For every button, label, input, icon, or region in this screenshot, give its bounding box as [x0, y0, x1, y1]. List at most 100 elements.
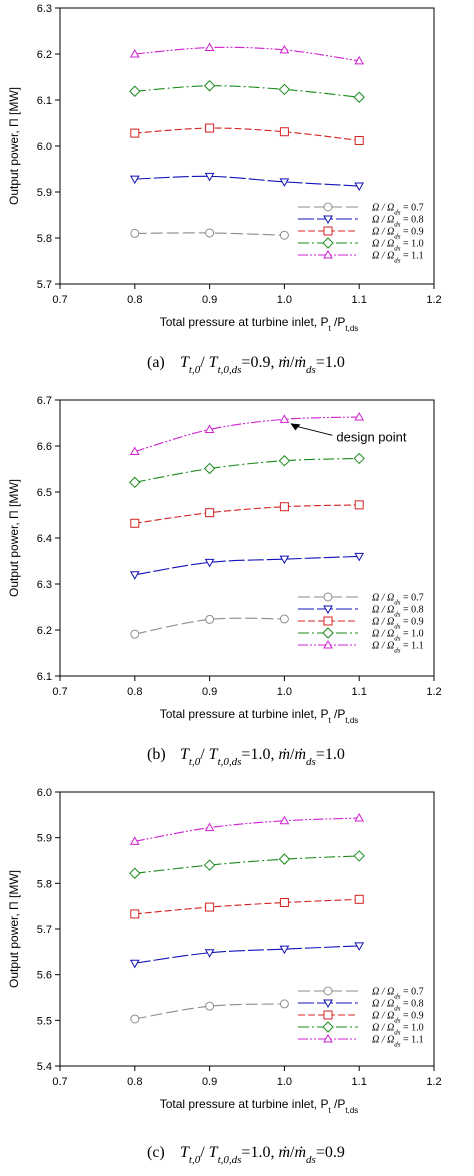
y-tick-label: 5.6	[37, 970, 52, 982]
y-tick-label: 6.6	[37, 441, 52, 453]
series-4	[129, 80, 365, 103]
x-tick-label: 1.1	[352, 686, 367, 698]
data-point	[205, 1001, 215, 1011]
data-point	[130, 1014, 140, 1024]
series-line	[134, 457, 360, 483]
caption-expression: Tt,0/ Tt,0,ds=0.9, ṁ/ṁds=1.0	[180, 354, 345, 376]
legend-marker	[323, 605, 333, 615]
series-line	[134, 855, 360, 874]
legend: Ω / Ωds = 0.7Ω / Ωds = 0.8Ω / Ωds = 0.9Ω…	[298, 592, 424, 655]
caption: (b) Tt,0/ Tt,0,ds=1.0, ṁ/ṁds=1.0	[147, 746, 345, 768]
y-tick-label: 5.7	[37, 279, 52, 291]
legend-marker	[323, 226, 333, 236]
data-point	[203, 462, 216, 475]
series-3	[130, 123, 364, 145]
legend-entry: Ω / Ωds = 1.0	[298, 627, 424, 643]
legend-marker	[323, 202, 333, 212]
data-point	[203, 80, 216, 92]
data-point	[278, 83, 291, 96]
series-4	[129, 850, 365, 879]
x-tick-label: 1.2	[426, 294, 441, 306]
x-tick-label: 0.9	[202, 686, 217, 698]
data-point	[279, 999, 289, 1009]
data-point	[130, 128, 140, 138]
data-point	[129, 476, 141, 489]
y-tick-label: 5.8	[37, 878, 52, 890]
legend-marker	[322, 237, 334, 249]
data-point	[204, 949, 215, 958]
data-point	[129, 48, 140, 58]
legend-marker	[322, 627, 334, 639]
data-point	[130, 228, 140, 238]
legend-label: Ω / Ωds = 0.7	[372, 593, 424, 607]
data-point	[279, 815, 290, 825]
data-point	[354, 412, 365, 421]
data-point	[205, 902, 215, 912]
x-tick-label: 0.8	[127, 294, 142, 306]
series-line	[134, 175, 360, 187]
legend-marker	[323, 616, 333, 626]
data-point	[204, 558, 215, 568]
legend-label: Ω / Ωds = 0.8	[372, 999, 424, 1013]
series-line	[134, 555, 360, 576]
x-axis-title: Total pressure at turbine inlet, Pt /Pt,…	[160, 315, 359, 333]
y-tick-label: 6.3	[37, 579, 52, 591]
legend-entry: Ω / Ωds = 1.1	[298, 1033, 424, 1049]
legend-entry: Ω / Ωds = 0.8	[298, 999, 424, 1013]
data-point	[354, 942, 365, 951]
data-point	[354, 55, 365, 65]
y-axis-title: Output power, Π [MW]	[7, 479, 21, 597]
legend-entry: Ω / Ωds = 0.7	[298, 986, 424, 1001]
x-tick-label: 1.1	[352, 1076, 367, 1088]
y-tick-label: 6.7	[37, 395, 52, 407]
series-line	[134, 817, 360, 842]
data-point	[354, 813, 365, 822]
series-line	[134, 416, 360, 453]
legend-marker	[323, 639, 333, 649]
y-tick-label: 6.4	[37, 533, 52, 545]
series-line	[134, 898, 360, 915]
x-tick-label: 0.8	[127, 1076, 142, 1088]
y-tick-label: 6.1	[37, 671, 52, 683]
legend-entry: Ω / Ωds = 0.9	[298, 226, 424, 241]
x-tick-label: 1.2	[426, 686, 441, 698]
x-axis-title: Total pressure at turbine inlet, Pt /Pt,…	[160, 707, 359, 725]
y-tick-label: 5.7	[37, 924, 52, 936]
data-point	[130, 629, 140, 639]
legend-entry: Ω / Ωds = 0.9	[298, 616, 424, 631]
data-point	[129, 85, 141, 97]
x-tick-label: 1.2	[426, 1076, 441, 1088]
y-tick-label: 5.8	[37, 233, 52, 245]
x-tick-label: 0.9	[202, 1076, 217, 1088]
series-line	[134, 127, 360, 142]
data-point	[353, 850, 365, 862]
annotation-label: design point	[336, 429, 406, 444]
data-point	[279, 178, 290, 187]
series-5	[129, 42, 365, 65]
legend-label: Ω / Ωds = 1.0	[372, 629, 424, 643]
y-tick-label: 6.2	[37, 625, 52, 637]
series-1	[130, 999, 289, 1024]
y-axis-title: Output power, Π [MW]	[7, 87, 21, 205]
data-point	[279, 127, 289, 137]
series-5	[129, 813, 365, 845]
data-point	[279, 614, 289, 624]
data-point	[129, 959, 140, 969]
y-tick-label: 5.5	[37, 1015, 52, 1027]
series-line	[134, 617, 285, 635]
legend-marker	[323, 215, 333, 225]
annotation-arrow-line	[296, 425, 333, 436]
legend-label: Ω / Ωds = 0.9	[372, 617, 424, 631]
data-point	[279, 230, 289, 240]
data-point	[203, 859, 216, 871]
x-tick-label: 1.0	[277, 686, 292, 698]
legend-label: Ω / Ωds = 0.8	[372, 215, 424, 229]
chart-panel-2: 0.7 0.8 0.9 1.0 1.1 1.2 6.1 6.2 6.3 6.4 6.5 6.6 6.7 O…	[7, 395, 442, 768]
y-tick-label: 6.2	[37, 49, 52, 61]
data-point	[130, 518, 140, 528]
legend-label: Ω / Ωds = 1.0	[372, 1023, 424, 1037]
caption-expression: Tt,0/ Tt,0,ds=1.0, ṁ/ṁds=1.0	[180, 746, 345, 768]
caption-label: (b)	[147, 746, 166, 763]
legend: Ω / Ωds = 0.7Ω / Ωds = 0.8Ω / Ωds = 0.9Ω…	[298, 986, 424, 1049]
